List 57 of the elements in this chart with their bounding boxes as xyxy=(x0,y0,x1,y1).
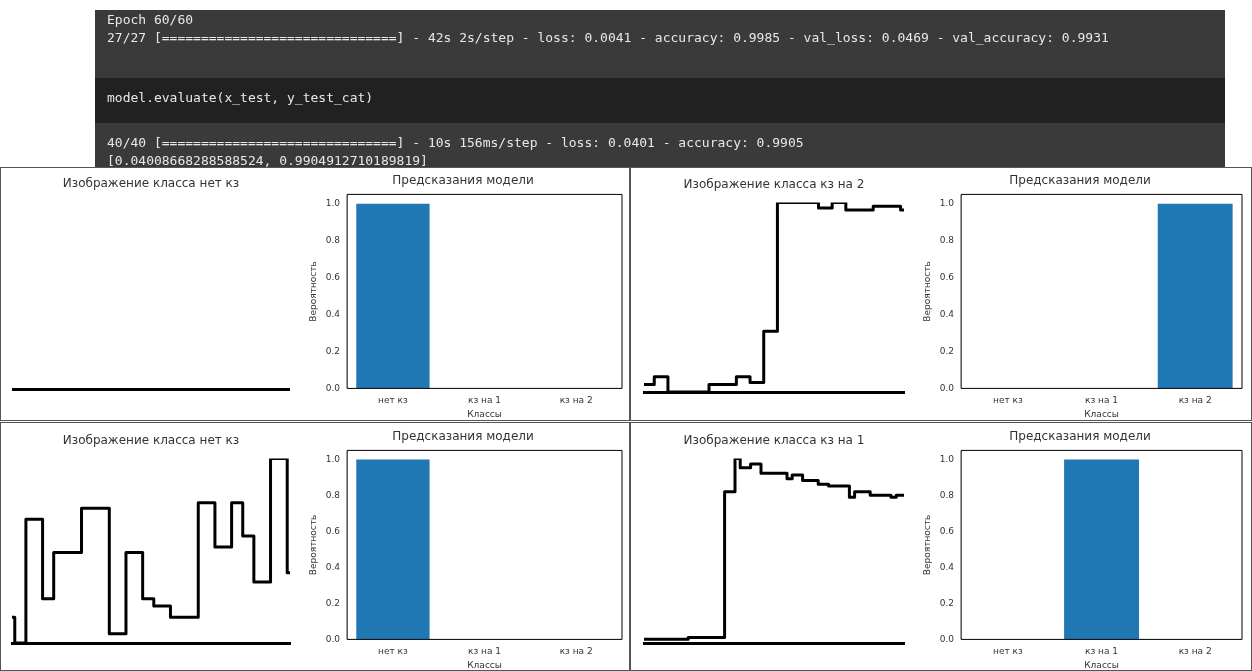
chart-title: Предсказания модели xyxy=(392,429,534,444)
y-tick-label: 0.6 xyxy=(325,271,341,282)
x-tick-label: кз на 1 xyxy=(1085,395,1119,406)
y-tick-label: 0.0 xyxy=(939,382,955,393)
y-tick-label: 1.0 xyxy=(325,197,341,208)
x-tick-label: кз на 2 xyxy=(1178,646,1212,657)
y-tick-label: 0.6 xyxy=(325,525,341,536)
x-tick-label: кз на 2 xyxy=(559,395,593,406)
x-tick-label: нет кз xyxy=(378,646,409,657)
chart-title: Изображение класса кз на 1 xyxy=(683,433,865,448)
x-tick-label: нет кз xyxy=(993,395,1024,406)
x-axis-title: Классы xyxy=(467,659,502,670)
x-tick-label: кз на 1 xyxy=(468,646,502,657)
y-tick-label: 0.2 xyxy=(325,345,341,356)
y-tick-label: 0.2 xyxy=(325,597,341,608)
text: 27/27 [==============================] - 42s 2s/step - loss: 0.0041 - accuracy: 0.9985 - val_loss: 0.0469 - val_accuracy: 0.9931 xyxy=(107,30,1109,45)
x-tick-label: кз на 2 xyxy=(1178,395,1212,406)
chart-title: Изображение класса нет кз xyxy=(62,433,240,448)
chart-title: Изображение класса кз на 2 xyxy=(683,177,865,192)
x-tick-label: нет кз xyxy=(993,646,1024,657)
chart-title: Предсказания модели xyxy=(1009,173,1151,188)
y-tick-label: 0.0 xyxy=(325,633,341,644)
y-tick-label: 0.4 xyxy=(325,308,341,319)
y-tick-label: 0.8 xyxy=(939,234,955,245)
text: 40/40 [==============================] - 10s 156ms/step - loss: 0.0401 - accuracy: 0.9905 xyxy=(107,135,804,150)
x-tick-label: кз на 1 xyxy=(1085,646,1119,657)
y-tick-label: 1.0 xyxy=(939,197,955,208)
x-tick-label: кз на 2 xyxy=(559,646,593,657)
x-tick-label: кз на 1 xyxy=(468,395,502,406)
x-tick-label: нет кз xyxy=(378,395,409,406)
y-tick-label: 0.0 xyxy=(939,633,955,644)
y-tick-label: 0.8 xyxy=(325,489,341,500)
y-tick-label: 1.0 xyxy=(325,453,341,464)
y-tick-label: 0.4 xyxy=(325,561,341,572)
y-axis-title: Вероятность xyxy=(921,514,932,576)
y-tick-label: 0.2 xyxy=(939,597,955,608)
y-tick-label: 0.4 xyxy=(939,561,955,572)
y-tick-label: 0.0 xyxy=(325,382,341,393)
y-tick-label: 0.2 xyxy=(939,345,955,356)
y-tick-label: 1.0 xyxy=(939,453,955,464)
x-axis-title: Классы xyxy=(467,408,502,419)
x-axis-title: Классы xyxy=(1084,408,1119,419)
text: Epoch 60/60 xyxy=(107,12,194,27)
y-tick-label: 0.4 xyxy=(939,308,955,319)
chart-title: Предсказания модели xyxy=(1009,429,1151,444)
y-axis-title: Вероятность xyxy=(307,514,318,576)
text: [0.04008668288588524, 0.9904912710189819] xyxy=(107,153,428,168)
y-tick-label: 0.8 xyxy=(939,489,955,500)
y-axis-title: Вероятность xyxy=(307,261,318,322)
text: model.evaluate(x_test, y_test_cat) xyxy=(107,90,374,105)
text: Изображение класса нет кз xyxy=(61,176,241,190)
chart-title: Предсказания модели xyxy=(392,173,534,188)
y-axis-title: Вероятность xyxy=(921,261,932,322)
y-tick-label: 0.8 xyxy=(325,234,341,245)
x-axis-title: Классы xyxy=(1084,659,1119,670)
y-tick-label: 0.6 xyxy=(939,525,955,536)
y-tick-label: 0.6 xyxy=(939,271,955,282)
